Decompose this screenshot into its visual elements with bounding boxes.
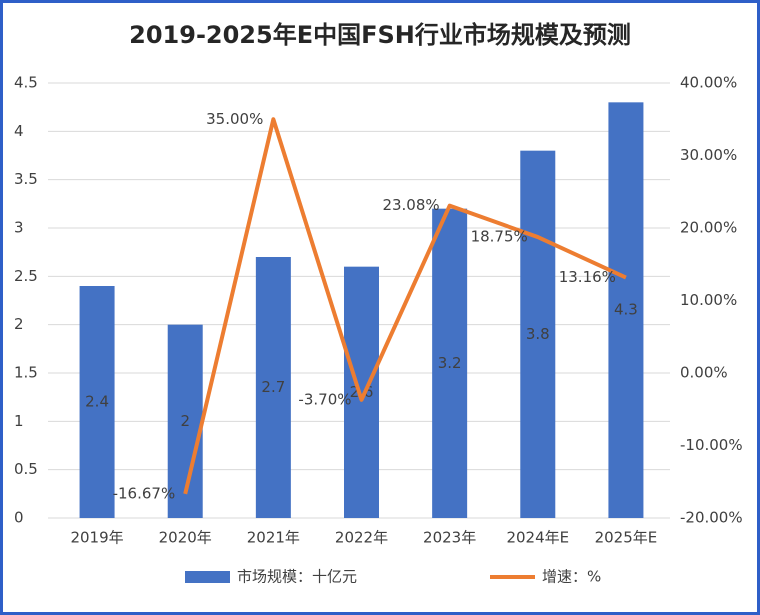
y-tick-label: 1 (14, 412, 24, 430)
line-value-label: 23.08% (382, 196, 439, 214)
bar (344, 266, 379, 518)
y-tick-label: 4 (14, 122, 24, 140)
bar-value-label: 2 (180, 412, 190, 430)
x-tick-label: 2023年 (423, 529, 476, 547)
legend-label: 增速：% (542, 568, 601, 586)
line-value-label: 13.16% (559, 268, 616, 286)
y-tick-label: 3 (14, 219, 24, 237)
bar (79, 286, 115, 518)
bar-value-label: 3.8 (526, 325, 550, 343)
y-tick-label: 4.5 (14, 74, 38, 92)
x-tick-label: 2019年 (70, 529, 123, 547)
legend-swatch (185, 571, 230, 583)
y-tick-label: 2.5 (14, 267, 38, 285)
y2-tick-label: 10.00% (680, 291, 737, 309)
bar-value-label: 2.7 (261, 378, 285, 396)
y2-tick-label: -20.00% (680, 509, 743, 527)
y2-tick-label: 20.00% (680, 219, 737, 237)
bar (432, 208, 468, 518)
line-value-label: -3.70% (298, 390, 351, 408)
bar (520, 150, 556, 518)
y2-tick-label: 0.00% (680, 364, 728, 382)
line-value-label: 18.75% (471, 228, 528, 246)
bar-value-label: 3.2 (438, 354, 462, 372)
legend-label: 市场规模：十亿元 (237, 568, 357, 586)
y-tick-label: 0.5 (14, 460, 38, 478)
line (183, 117, 627, 495)
y-tick-label: 0 (14, 509, 24, 527)
chart-title: 2019-2025年E中国FSH行业市场规模及预测 (129, 21, 631, 49)
x-tick-label: 2024年E (506, 529, 569, 547)
y2-tick-label: 30.00% (680, 146, 737, 164)
x-tick-label: 2025年E (595, 529, 658, 547)
bar-value-label: 4.3 (614, 301, 638, 319)
y-tick-label: 3.5 (14, 170, 38, 188)
bar (255, 257, 291, 518)
x-tick-label: 2020年 (159, 529, 212, 547)
y-tick-label: 1.5 (14, 364, 38, 382)
y2-tick-label: -10.00% (680, 436, 743, 454)
bar-value-label: 2.4 (85, 393, 109, 411)
y2-tick-label: 40.00% (680, 74, 737, 92)
x-tick-label: 2021年 (247, 529, 300, 547)
line-value-label: -16.67% (113, 484, 176, 502)
y-tick-label: 2 (14, 315, 24, 333)
line-value-label: 35.00% (206, 110, 263, 128)
bar (608, 102, 644, 518)
x-tick-label: 2022年 (335, 529, 388, 547)
